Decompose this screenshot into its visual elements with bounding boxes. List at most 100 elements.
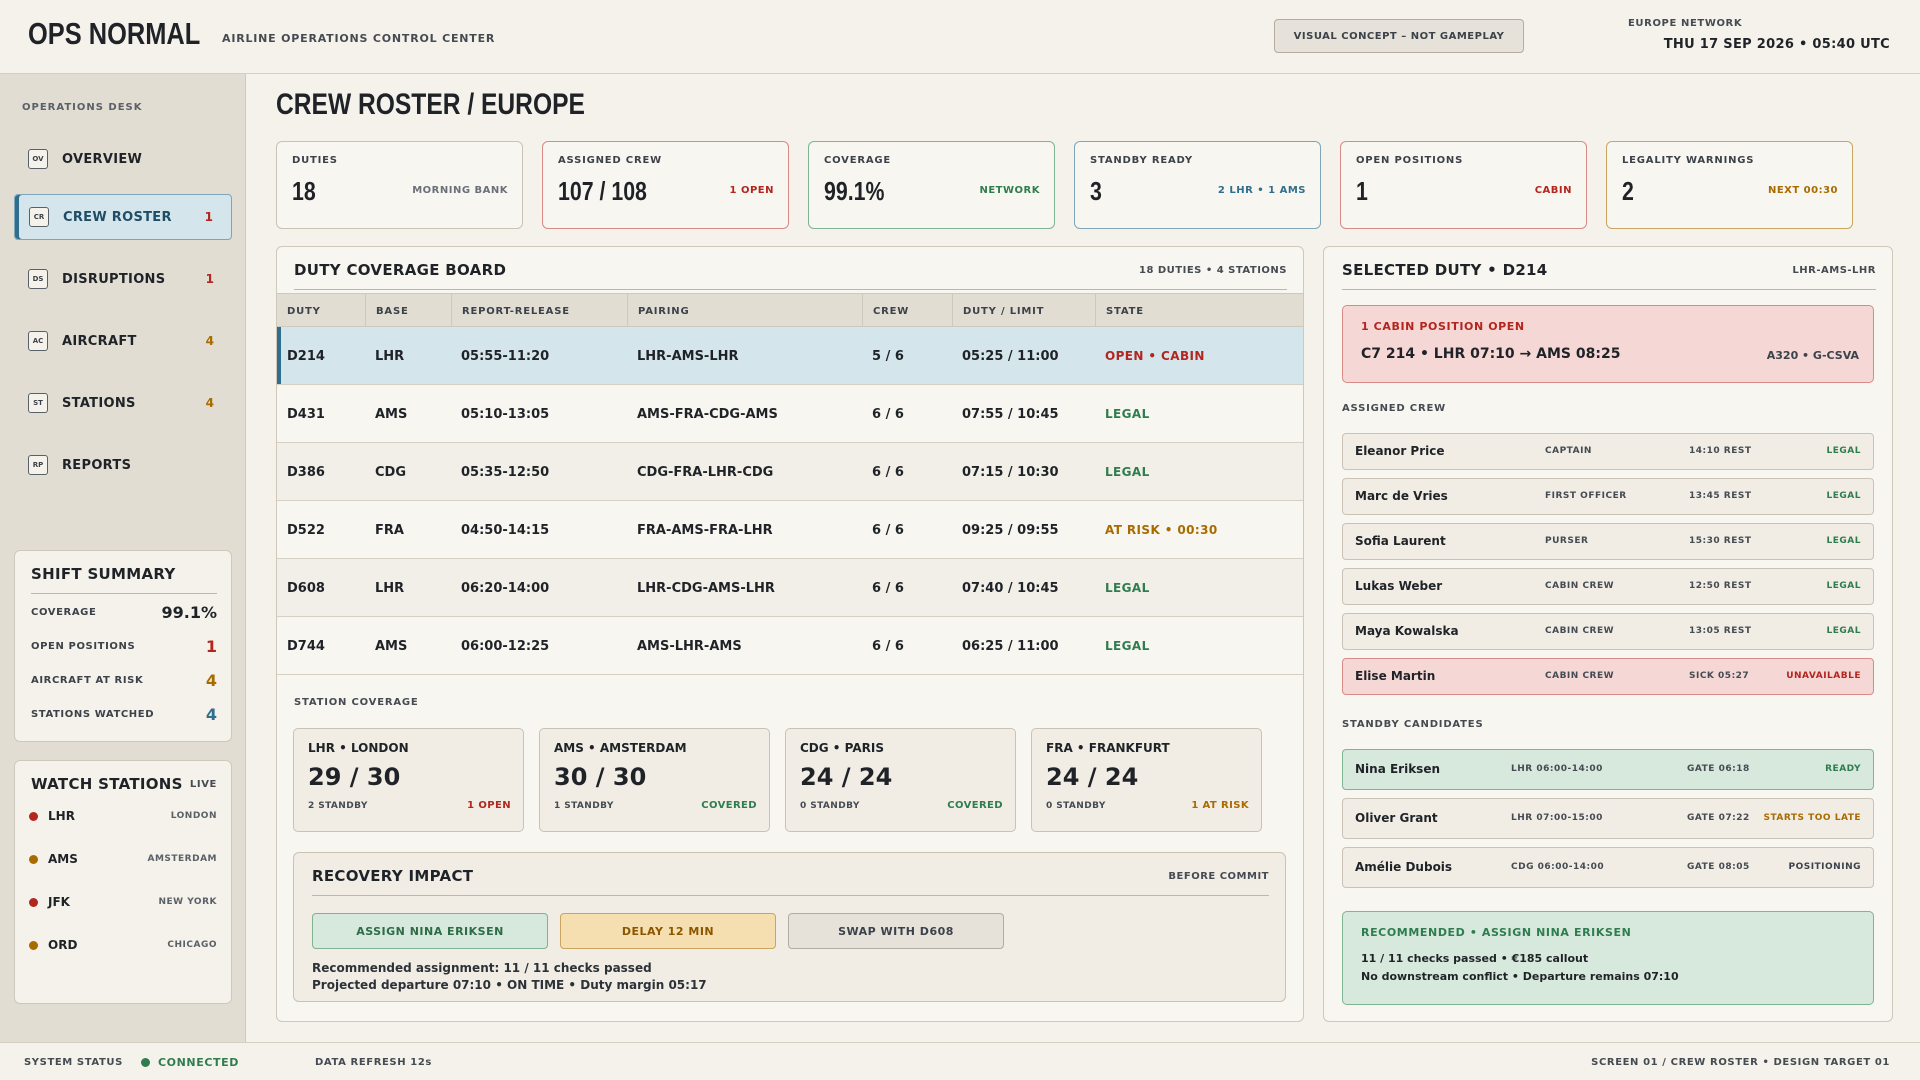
kpi-duties: DUTIES 18 MORNING BANK (276, 141, 523, 229)
kpi-coverage: COVERAGE 99.1% NETWORK (808, 141, 1055, 229)
cell-limit: 07:55 / 10:45 (962, 406, 1059, 422)
cell-duty: D522 (287, 522, 325, 538)
summary-label: AIRCRAFT AT RISK (31, 675, 144, 686)
station-city: AMSTERDAM (147, 854, 217, 864)
kpi-value: 107 / 108 (558, 176, 647, 206)
sidebar-item-disruptions[interactable]: DS DISRUPTIONS 1 (14, 256, 232, 302)
assign-nina-button[interactable]: ASSIGN NINA ERIKSEN (312, 913, 548, 949)
watch-station-lhr[interactable]: LHR LONDON (29, 809, 217, 823)
standby-status: READY (1825, 764, 1861, 774)
crew-rest: 15:30 REST (1689, 536, 1752, 546)
delay-button[interactable]: DELAY 12 MIN (560, 913, 776, 949)
table-row[interactable]: D608 LHR 06:20-14:00 LHR-CDG-AMS-LHR 6 /… (277, 559, 1303, 617)
crew-status: LEGAL (1826, 491, 1861, 501)
table-row[interactable]: D522 FRA 04:50-14:15 FRA-AMS-FRA-LHR 6 /… (277, 501, 1303, 559)
standby-row[interactable]: Oliver Grant LHR 07:00-15:00 GATE 07:22 … (1342, 798, 1874, 839)
station-card-ams[interactable]: AMS • AMSTERDAM 30 / 30 1 STANDBY COVERE… (539, 728, 770, 832)
crew-name: Lukas Weber (1355, 579, 1443, 593)
sidebar-item-overview[interactable]: OV OVERVIEW (14, 136, 232, 182)
status-dot-icon (29, 940, 38, 950)
cell-pairing: LHR-CDG-AMS-LHR (637, 580, 775, 596)
cell-pairing: AMS-FRA-CDG-AMS (637, 406, 778, 422)
watch-station-ord[interactable]: ORD CHICAGO (29, 938, 217, 952)
station-value: 30 / 30 (554, 763, 647, 791)
crew-role: FIRST OFFICER (1545, 491, 1627, 501)
connection-value: CONNECTED (158, 1055, 239, 1069)
station-card-cdg[interactable]: CDG • PARIS 24 / 24 0 STANDBY COVERED (785, 728, 1016, 832)
status-dot-icon (29, 811, 38, 821)
summary-value: 99.1% (161, 603, 217, 622)
col-crew[interactable]: CREW (862, 294, 952, 328)
col-duty-limit[interactable]: DUTY / LIMIT (952, 294, 1095, 328)
crew-row[interactable]: Maya Kowalska CABIN CREW 13:05 REST LEGA… (1342, 613, 1874, 650)
standby-gate: GATE 06:18 (1687, 764, 1750, 774)
watch-station-ams[interactable]: AMS AMSTERDAM (29, 852, 217, 866)
standby-row[interactable]: Nina Eriksen LHR 06:00-14:00 GATE 06:18 … (1342, 749, 1874, 790)
status-dot-icon (29, 854, 38, 864)
sidebar-item-aircraft[interactable]: AC AIRCRAFT 4 (14, 318, 232, 364)
col-pairing[interactable]: PAIRING (627, 294, 862, 328)
cell-limit: 06:25 / 11:00 (962, 638, 1059, 654)
col-duty[interactable]: DUTY (287, 305, 321, 317)
sidebar-item-stations[interactable]: ST STATIONS 4 (14, 380, 232, 426)
swap-button[interactable]: SWAP WITH D608 (788, 913, 1004, 949)
cell-limit: 07:15 / 10:30 (962, 464, 1059, 480)
col-report-release[interactable]: REPORT-RELEASE (451, 294, 627, 328)
cell-duty: D744 (287, 638, 325, 654)
crew-name: Sofia Laurent (1355, 534, 1446, 548)
top-bar: OPS NORMAL AIRLINE OPERATIONS CONTROL CE… (0, 0, 1920, 74)
crew-row[interactable]: Sofia Laurent PURSER 15:30 REST LEGAL (1342, 523, 1874, 560)
table-row[interactable]: D744 AMS 06:00-12:25 AMS-LHR-AMS 6 / 6 0… (277, 617, 1303, 675)
station-card-fra[interactable]: FRA • FRANKFURT 24 / 24 0 STANDBY 1 AT R… (1031, 728, 1262, 832)
shift-summary-title: SHIFT SUMMARY (31, 565, 176, 583)
cell-base: AMS (375, 406, 408, 422)
station-standby: 0 STANDBY (800, 801, 860, 811)
standby-row[interactable]: Amélie Dubois CDG 06:00-14:00 GATE 08:05… (1342, 847, 1874, 888)
standby-gate: GATE 08:05 (1687, 862, 1750, 872)
cell-pairing: FRA-AMS-FRA-LHR (637, 522, 773, 538)
selected-duty-panel: SELECTED DUTY • D214 LHR-AMS-LHR 1 CABIN… (1323, 246, 1893, 1022)
cell-base: CDG (375, 464, 407, 480)
kpi-note: MORNING BANK (412, 185, 508, 196)
sidebar-item-reports[interactable]: RP REPORTS (14, 442, 232, 488)
sidebar-item-label: REPORTS (62, 457, 132, 473)
station-name: AMS • AMSTERDAM (554, 741, 687, 755)
recovery-line: Recommended assignment: 11 / 11 checks p… (312, 961, 652, 975)
connected-dot-icon (141, 1057, 150, 1067)
cell-time: 05:55-11:20 (461, 348, 550, 364)
table-row[interactable]: D214 LHR 05:55-11:20 LHR-AMS-LHR 5 / 6 0… (277, 327, 1303, 385)
sidebar-item-crew-roster[interactable]: CR CREW ROSTER 1 (14, 194, 232, 240)
station-status: 1 OPEN (467, 800, 511, 811)
crew-row[interactable]: Lukas Weber CABIN CREW 12:50 REST LEGAL (1342, 568, 1874, 605)
summary-row: COVERAGE 99.1% (31, 603, 217, 622)
watch-station-jfk[interactable]: JFK NEW YORK (29, 895, 217, 909)
table-row[interactable]: D386 CDG 05:35-12:50 CDG-FRA-LHR-CDG 6 /… (277, 443, 1303, 501)
status-dot-icon (29, 897, 38, 907)
crew-row[interactable]: Elise Martin CABIN CREW SICK 05:27 UNAVA… (1342, 658, 1874, 695)
divider (312, 895, 1269, 896)
crew-row[interactable]: Eleanor Price CAPTAIN 14:10 REST LEGAL (1342, 433, 1874, 470)
summary-value: 1 (205, 637, 217, 656)
alert-flight: C7 214 • LHR 07:10 → AMS 08:25 (1361, 346, 1621, 362)
kpi-note: NETWORK (979, 185, 1040, 196)
station-card-lhr[interactable]: LHR • LONDON 29 / 30 2 STANDBY 1 OPEN (293, 728, 524, 832)
station-standby: 0 STANDBY (1046, 801, 1106, 811)
recommendation-box: RECOMMENDED • ASSIGN NINA ERIKSEN 11 / 1… (1342, 911, 1874, 1005)
station-coverage-title: STATION COVERAGE (294, 697, 419, 708)
cell-pairing: LHR-AMS-LHR (637, 348, 739, 364)
page-title: CREW ROSTER / EUROPE (276, 88, 585, 121)
crew-status: LEGAL (1826, 536, 1861, 546)
crew-row[interactable]: Marc de Vries FIRST OFFICER 13:45 REST L… (1342, 478, 1874, 515)
recovery-meta: BEFORE COMMIT (1168, 871, 1269, 882)
cell-duty: D386 (287, 464, 325, 480)
shift-summary-panel: SHIFT SUMMARY COVERAGE 99.1% OPEN POSITI… (14, 550, 232, 742)
col-base[interactable]: BASE (365, 294, 451, 328)
stations-icon: ST (28, 393, 48, 413)
col-state[interactable]: STATE (1095, 294, 1303, 328)
crew-role: CABIN CREW (1545, 671, 1615, 681)
table-row[interactable]: D431 AMS 05:10-13:05 AMS-FRA-CDG-AMS 6 /… (277, 385, 1303, 443)
reports-icon: RP (28, 455, 48, 475)
station-code: ORD (48, 938, 78, 952)
detail-title: SELECTED DUTY • D214 (1342, 261, 1548, 279)
station-city: CHICAGO (167, 940, 217, 950)
